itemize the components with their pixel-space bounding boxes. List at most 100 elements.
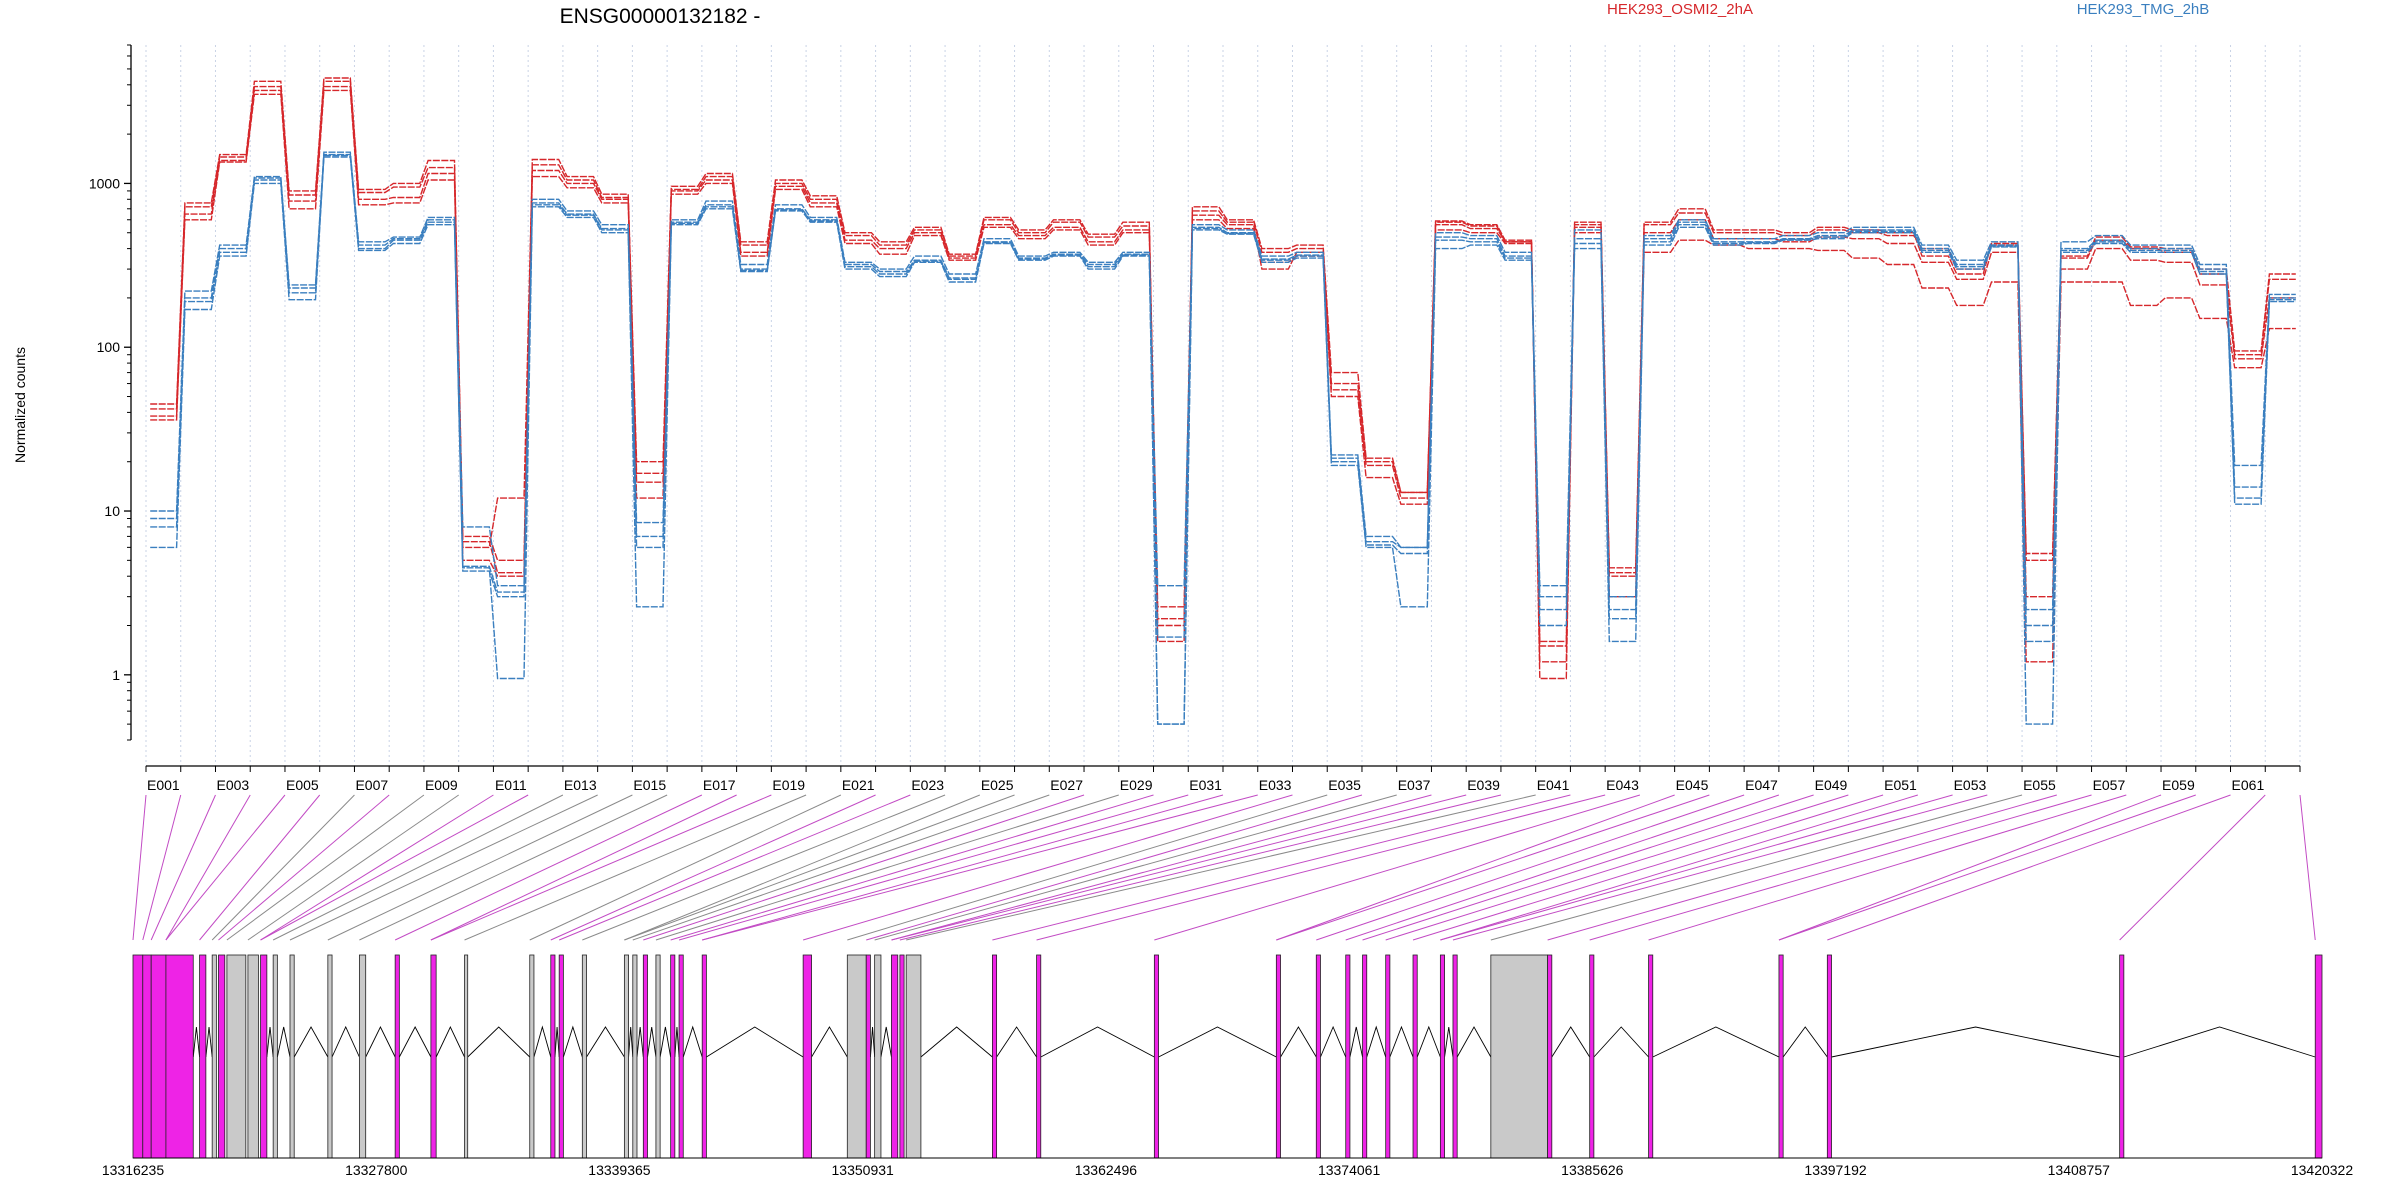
exon-block	[394, 954, 400, 1159]
connector-line	[678, 794, 1189, 941]
connector-line	[1648, 794, 2127, 941]
connector-line	[1276, 794, 1675, 941]
exon-block	[260, 954, 268, 1159]
genomic-tick-label: 13327800	[345, 1162, 408, 1178]
exon-connectors	[132, 794, 2316, 941]
intron-line	[1456, 1026, 1492, 1058]
connector-line	[1827, 794, 2231, 941]
y-axis-label: Normalized counts	[12, 347, 28, 463]
exon-block	[247, 954, 259, 1159]
exon-block	[1452, 954, 1458, 1159]
exon-block	[905, 954, 922, 1159]
connector-line	[165, 794, 251, 941]
exon-block	[558, 954, 564, 1159]
x-tick-label: E059	[2162, 777, 2195, 793]
connector-line	[702, 794, 1224, 941]
exon-block	[581, 954, 587, 1159]
exon-block	[1385, 954, 1391, 1159]
x-tick-label: E003	[217, 777, 250, 793]
x-tick-label: E019	[772, 777, 805, 793]
connector-line	[866, 794, 1363, 941]
exon-block	[1589, 954, 1595, 1159]
exon-block	[670, 954, 676, 1159]
legend-label-tmg: HEK293_TMG_2hB	[2077, 1, 2210, 18]
x-tick-label: E005	[286, 777, 319, 793]
x-tick-label: E053	[1954, 777, 1987, 793]
intron-line	[1040, 1026, 1155, 1058]
x-tick-label: E055	[2023, 777, 2056, 793]
x-tick-label: E017	[703, 777, 736, 793]
exon-block	[1778, 954, 1784, 1159]
genomic-tick-label: 13385626	[1561, 1162, 1624, 1178]
connector-line	[430, 794, 772, 941]
connector-line	[394, 794, 703, 941]
connector-line	[359, 794, 668, 941]
connector-line	[165, 794, 286, 941]
exon-block	[701, 954, 707, 1159]
y-tick-label: 100	[97, 339, 121, 355]
intron-line	[636, 1026, 644, 1058]
exon-block	[865, 954, 871, 1159]
exon-block	[529, 954, 535, 1159]
intron-line	[533, 1025, 552, 1058]
genomic-tick-label: 13420322	[2291, 1162, 2354, 1178]
x-tick-label: E047	[1745, 777, 1778, 793]
connector-line	[906, 794, 1536, 941]
connector-line	[1547, 794, 2057, 941]
y-tick-label: 1000	[89, 175, 120, 191]
x-tick-label: E015	[633, 777, 666, 793]
intron-line	[1280, 1026, 1317, 1058]
intron-line	[266, 1026, 274, 1058]
x-tick-label: E035	[1328, 777, 1361, 793]
exon-block	[464, 954, 469, 1159]
intron-line	[586, 1026, 625, 1058]
exon-block	[550, 954, 556, 1159]
connector-line	[272, 794, 564, 941]
intron-line	[192, 1026, 201, 1058]
exon-block	[1315, 954, 1321, 1159]
x-tick-label: E027	[1050, 777, 1083, 793]
connector-line	[430, 794, 737, 941]
x-tick-label: E011	[495, 777, 527, 793]
legend-label-osmi2: HEK293_OSMI2_2hA	[1607, 1, 1753, 18]
x-tick-label: E025	[981, 777, 1014, 793]
intron-line	[869, 1026, 876, 1058]
exon-block	[891, 954, 899, 1159]
intron-line	[996, 1026, 1037, 1058]
series-line	[150, 154, 2296, 725]
connector-line	[655, 794, 1119, 941]
connector-line	[142, 794, 182, 941]
intron-line	[365, 1025, 396, 1058]
connector-line	[2119, 794, 2266, 941]
grid-lines	[145, 45, 2301, 766]
intron-line	[1444, 1026, 1454, 1058]
x-tick-label: E001	[147, 777, 180, 793]
connector-line	[150, 794, 216, 941]
connector-line	[670, 794, 1154, 941]
intron-line	[1831, 1026, 2120, 1058]
exon-block	[2314, 954, 2323, 1159]
series-line	[150, 151, 2296, 611]
exon-block	[358, 954, 367, 1159]
series-line	[150, 77, 2296, 643]
exon-block	[327, 954, 333, 1159]
connector-line	[247, 794, 459, 941]
x-tick-label: E021	[842, 777, 875, 793]
x-tick-label: E037	[1398, 777, 1431, 793]
exon-block	[226, 954, 247, 1159]
exon-block	[1275, 954, 1281, 1159]
connector-line	[847, 794, 1328, 941]
connector-line	[260, 794, 494, 941]
genomic-tick-label: 13362496	[1075, 1162, 1138, 1178]
intron-line	[1389, 1025, 1414, 1058]
x-tick-label: E013	[564, 777, 597, 793]
exon-block	[1412, 954, 1418, 1159]
exon-block	[846, 954, 867, 1159]
intron-line	[1782, 1026, 1828, 1058]
exon-block	[2119, 954, 2125, 1159]
connector-line	[1412, 794, 1884, 941]
connector-line	[891, 794, 1432, 941]
connector-line	[1345, 794, 1780, 941]
genomic-tick-label: 13350931	[832, 1162, 895, 1178]
